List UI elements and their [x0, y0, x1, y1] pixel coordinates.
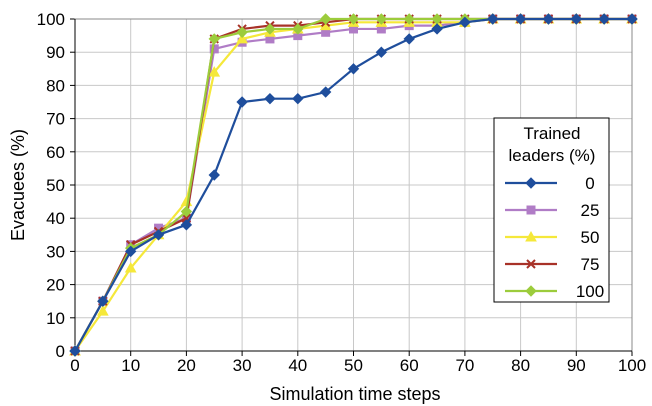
point-0 [292, 92, 304, 105]
legend-entry-50: 50 [505, 228, 599, 247]
point-0 [180, 219, 193, 231]
legend-marker [526, 205, 536, 215]
point-0 [236, 96, 248, 108]
y-tick-label: 40 [46, 209, 65, 228]
x-tick-label: 30 [233, 356, 252, 375]
y-tick-label: 0 [56, 342, 65, 361]
point-0 [264, 92, 276, 105]
point-100 [292, 23, 304, 35]
legend-marker [525, 177, 537, 189]
tick-labels: 0 10 20 30 40 50 60 70 80 90 100 0 10 20 30 40 50 60 70 80 9… [37, 10, 647, 375]
legend-label: 25 [581, 201, 600, 220]
x-tick-label: 80 [511, 356, 530, 375]
x-tick-label: 90 [567, 356, 586, 375]
legend: Trained leaders (%) 0 25 50 75 100 [493, 117, 610, 303]
legend-marker [525, 285, 537, 297]
point-0 [487, 13, 499, 25]
point-0 [626, 13, 638, 25]
point-50 [124, 261, 137, 273]
legend-label: 50 [581, 228, 600, 247]
point-0 [97, 295, 109, 307]
x-tick-label: 0 [70, 356, 79, 375]
legend-entry-75: 75 [505, 255, 599, 274]
point-100 [375, 13, 388, 25]
point-0 [403, 33, 415, 45]
y-axis-title: Evacuees (%) [8, 129, 28, 241]
point-50 [97, 305, 109, 316]
y-tick-label: 80 [46, 76, 65, 95]
point-0 [431, 23, 443, 35]
y-tick-label: 50 [46, 176, 65, 195]
legend-label: 75 [581, 255, 600, 274]
point-0 [514, 13, 527, 25]
legend-marker [525, 230, 537, 242]
legend-title-line1: Trained [523, 124, 580, 143]
x-tick-label: 40 [288, 356, 307, 375]
legend-entry-100: 100 [505, 282, 604, 301]
y-tick-label: 60 [46, 143, 65, 162]
point-0 [459, 16, 471, 29]
point-100 [208, 33, 220, 45]
x-tick-label: 10 [121, 356, 140, 375]
y-tick-label: 30 [46, 242, 65, 261]
y-tick-label: 20 [46, 276, 65, 295]
point-100 [319, 13, 332, 25]
legend-entry-0: 0 [505, 174, 595, 193]
point-0 [375, 46, 388, 58]
point-100 [180, 205, 193, 218]
x-tick-label: 100 [618, 356, 646, 375]
series-0 [69, 13, 638, 357]
point-0 [124, 245, 137, 258]
point-0 [570, 13, 583, 25]
point-100 [264, 23, 276, 35]
point-0 [598, 13, 610, 25]
point-0 [347, 63, 360, 75]
y-tick-label: 70 [46, 110, 65, 129]
legend-entries: 0 25 50 75 100 [505, 174, 604, 301]
series-layer [69, 12, 638, 357]
point-100 [347, 13, 360, 25]
point-0 [542, 13, 555, 25]
legend-entry-25: 25 [505, 201, 599, 220]
x-tick-label: 50 [344, 356, 363, 375]
point-0 [152, 229, 165, 241]
legend-label: 100 [576, 282, 604, 301]
x-tick-label: 70 [455, 356, 474, 375]
legend-title-line2: leaders (%) [509, 146, 596, 165]
y-tick-label: 10 [46, 309, 65, 328]
x-tick-label: 60 [400, 356, 419, 375]
legend-marker [526, 259, 536, 269]
x-axis-title: Simulation time steps [269, 384, 440, 404]
point-0 [319, 86, 332, 98]
point-50 [208, 66, 221, 77]
point-100 [403, 13, 415, 25]
point-50 [236, 32, 248, 44]
point-0 [69, 345, 81, 357]
legend-label: 0 [585, 174, 594, 193]
x-tick-label: 20 [177, 356, 196, 375]
y-tick-label: 90 [46, 43, 65, 62]
point-100 [236, 26, 248, 38]
marker-stroke [181, 213, 192, 223]
marker-stroke [526, 259, 536, 269]
point-0 [208, 169, 220, 181]
y-tick-label: 100 [37, 10, 65, 29]
